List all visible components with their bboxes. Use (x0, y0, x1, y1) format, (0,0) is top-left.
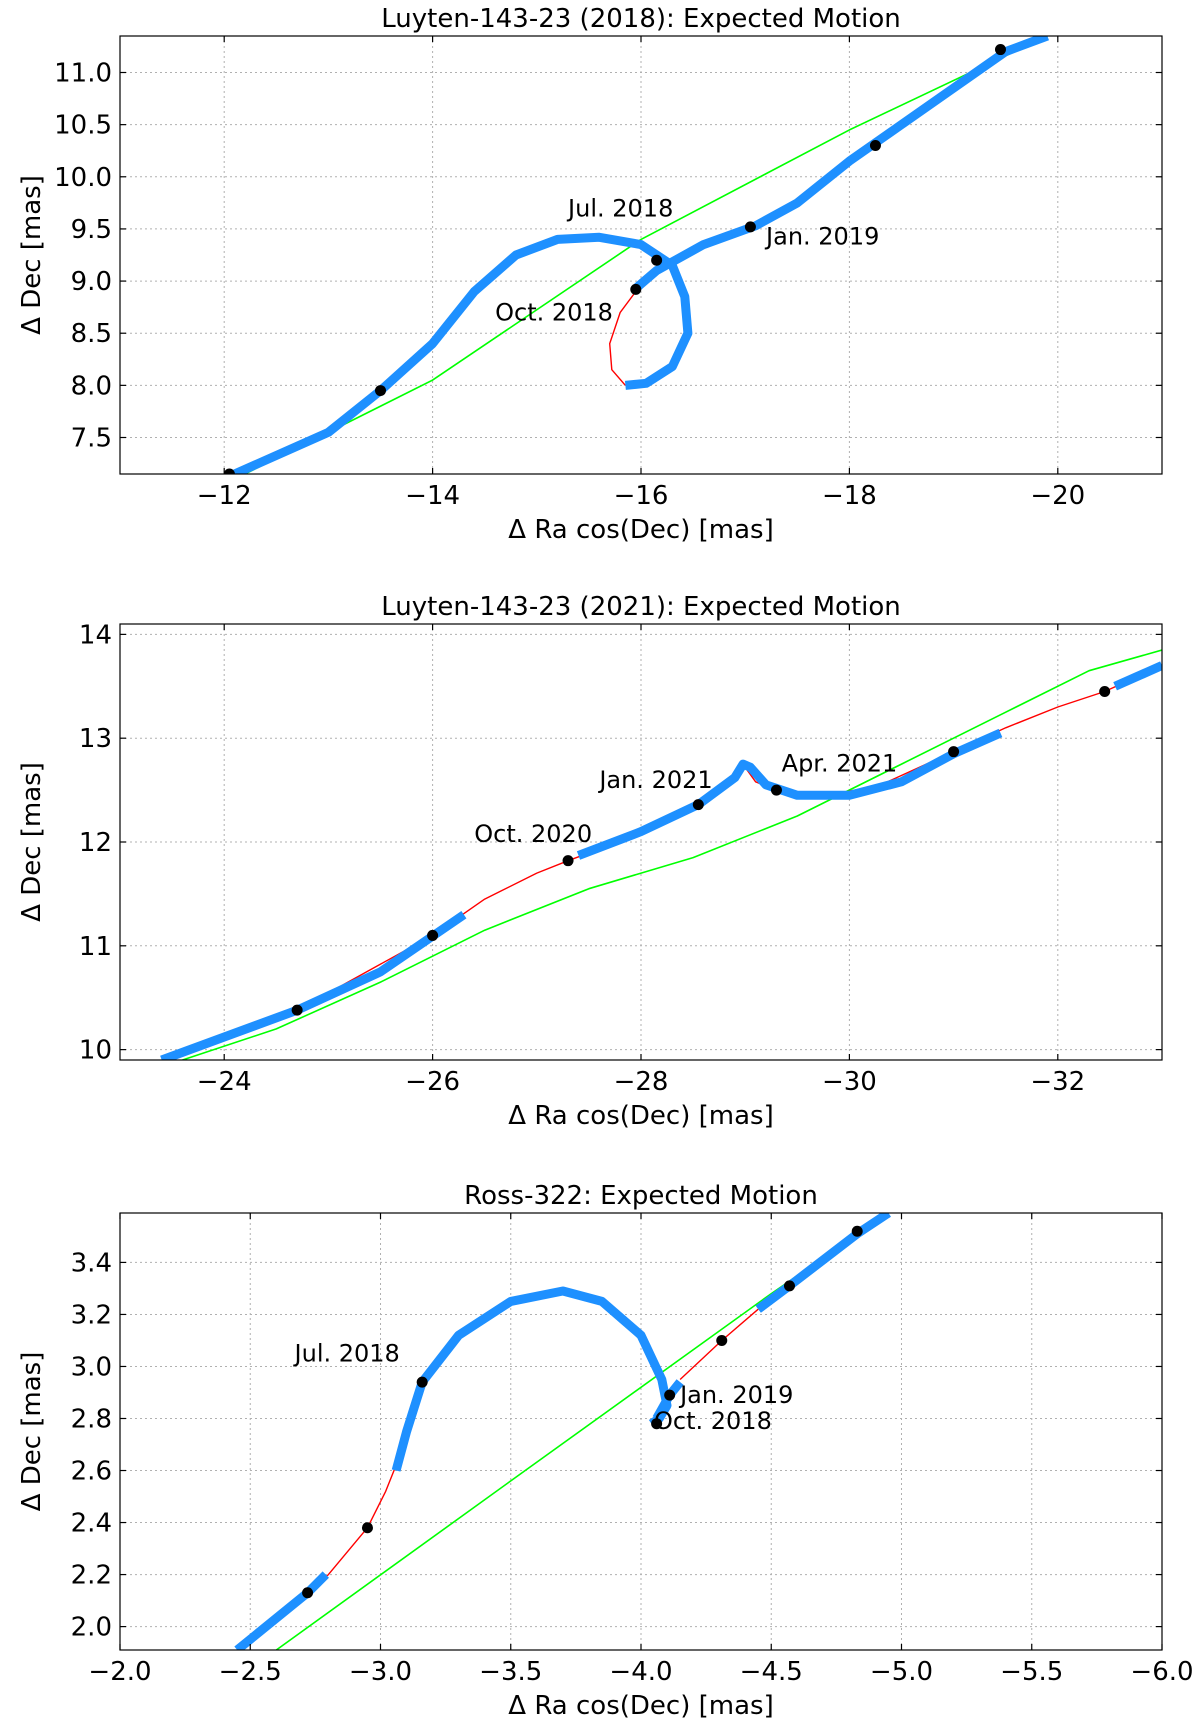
epoch-point-8 (851, 1225, 863, 1237)
series-blue-thick-2 (160, 910, 467, 1060)
x-tick-label: −3.5 (479, 1657, 542, 1687)
y-tick-label: 8.5 (71, 319, 112, 349)
y-tick-label: 10 (79, 1036, 112, 1066)
series-blue-thick-3 (576, 728, 1003, 860)
epoch-point-6 (948, 746, 960, 758)
series-green-thin-0 (182, 649, 1162, 1060)
epoch-point-5 (664, 1389, 676, 1401)
epoch-point-3 (562, 855, 574, 867)
epoch-annotation: Jan. 2019 (678, 1381, 793, 1409)
epoch-point-3 (416, 1376, 428, 1388)
plot-area (160, 649, 1162, 1060)
series-blue-thick-2 (232, 232, 693, 474)
epoch-annotation: Jul. 2018 (293, 1339, 400, 1367)
epoch-point-1 (291, 1004, 303, 1016)
series-blue-thick-3 (234, 1571, 329, 1650)
epoch-point-5 (770, 784, 782, 796)
epoch-annotation: Jan. 2021 (597, 766, 712, 794)
x-tick-label: −4.0 (609, 1657, 672, 1687)
epoch-point-6 (869, 140, 881, 151)
y-tick-label: 12 (79, 828, 112, 858)
epoch-point-2 (361, 1522, 373, 1534)
x-tick-label: −2.5 (219, 1657, 282, 1687)
y-tick-label: 3.2 (71, 1300, 112, 1330)
series-blue-thick-4 (1113, 661, 1162, 691)
plot-area (223, 36, 1049, 474)
y-tick-label: 2.4 (71, 1509, 112, 1539)
x-tick-label: −18 (822, 481, 877, 511)
y-axis-label: Δ Dec [mas] (17, 1352, 47, 1512)
epoch-annotation: Oct. 2018 (495, 299, 613, 327)
y-tick-label: 11.0 (54, 59, 112, 89)
x-tick-label: −20 (1030, 481, 1085, 511)
x-tick-label: −4.5 (740, 1657, 803, 1687)
epoch-point-4 (651, 254, 663, 266)
x-tick-label: −30 (822, 1067, 877, 1097)
series-green-thin-0 (244, 36, 1048, 474)
y-tick-label: 14 (79, 620, 112, 650)
epoch-point-4 (651, 1418, 663, 1430)
y-tick-label: 2.6 (71, 1457, 112, 1487)
x-tick-label: −12 (197, 481, 252, 511)
x-axis-label: Δ Ra cos(Dec) [mas] (508, 1101, 773, 1131)
y-tick-label: 9.0 (71, 267, 112, 297)
chart-title: Luyten-143-23 (2021): Expected Motion (381, 592, 901, 622)
chart-title: Luyten-143-23 (2018): Expected Motion (381, 4, 901, 34)
epoch-point-3 (630, 283, 642, 295)
epoch-point-1 (223, 468, 235, 474)
y-tick-label: 11 (79, 932, 112, 962)
y-tick-label: 2.8 (71, 1404, 112, 1434)
x-axis-label: Δ Ra cos(Dec) [mas] (508, 515, 773, 545)
epoch-annotation: Oct. 2018 (654, 1407, 772, 1435)
x-tick-label: −16 (614, 481, 669, 511)
series-blue-thick-6 (755, 1213, 891, 1313)
epoch-point-2 (427, 929, 439, 941)
x-tick-label: −32 (1030, 1067, 1085, 1097)
x-tick-label: −24 (197, 1067, 252, 1097)
series-blue-thick-4 (391, 1286, 672, 1472)
y-tick-label: 3.0 (71, 1352, 112, 1382)
epoch-annotation: Oct. 2020 (474, 820, 592, 848)
y-axis-label: Δ Dec [mas] (17, 175, 47, 335)
epoch-point-5 (744, 221, 756, 233)
plot-area (234, 1213, 891, 1650)
y-tick-label: 9.5 (71, 215, 112, 245)
epoch-point-6 (716, 1334, 728, 1346)
y-tick-label: 2.2 (71, 1561, 112, 1591)
x-tick-label: −2.0 (88, 1657, 151, 1687)
x-tick-label: −6.0 (1130, 1657, 1193, 1687)
x-tick-label: −28 (614, 1067, 669, 1097)
y-tick-label: 7.5 (71, 424, 112, 454)
x-tick-label: −26 (405, 1067, 460, 1097)
y-tick-label: 10.5 (54, 111, 112, 141)
y-tick-label: 3.4 (71, 1248, 112, 1278)
chart-panel-3: −2.0 −2.5 −3.0 −3.5 −4.0 −4.5 −5.0 −5.5 −6.0 2.0 2… (17, 1181, 1194, 1721)
y-tick-label: 2.0 (71, 1613, 112, 1643)
x-tick-label: −14 (405, 481, 460, 511)
y-tick-label: 13 (79, 724, 112, 754)
epoch-point-4 (692, 799, 704, 811)
y-tick-label: 8.0 (71, 371, 112, 401)
series-red-thin-1 (236, 1465, 397, 1650)
chart-panel-1: −12 −14 −16 −18 −20 7.5 8.0 8.5 9.0 9.5 10.0 10.5 11… (17, 4, 1163, 545)
x-tick-label: −3.0 (349, 1657, 412, 1687)
epoch-annotation: Apr. 2021 (782, 749, 898, 777)
y-tick-label: 10.0 (54, 163, 112, 193)
epoch-point-2 (375, 385, 386, 397)
epoch-annotation: Jan. 2019 (764, 223, 879, 251)
series-red-thin-1 (609, 291, 637, 386)
y-axis-label: Δ Dec [mas] (17, 762, 47, 922)
epoch-point-7 (783, 1280, 795, 1292)
epoch-point-7 (994, 44, 1006, 56)
x-tick-label: −5.5 (1000, 1657, 1063, 1687)
epoch-point-1 (302, 1587, 314, 1599)
epoch-annotation: Jul. 2018 (566, 194, 673, 222)
x-tick-label: −5.0 (870, 1657, 933, 1687)
series-blue-thick-3 (632, 36, 1049, 292)
epoch-point-7 (1099, 685, 1111, 697)
x-axis-label: Δ Ra cos(Dec) [mas] (508, 1691, 773, 1721)
chart-title: Ross-322: Expected Motion (464, 1181, 818, 1211)
